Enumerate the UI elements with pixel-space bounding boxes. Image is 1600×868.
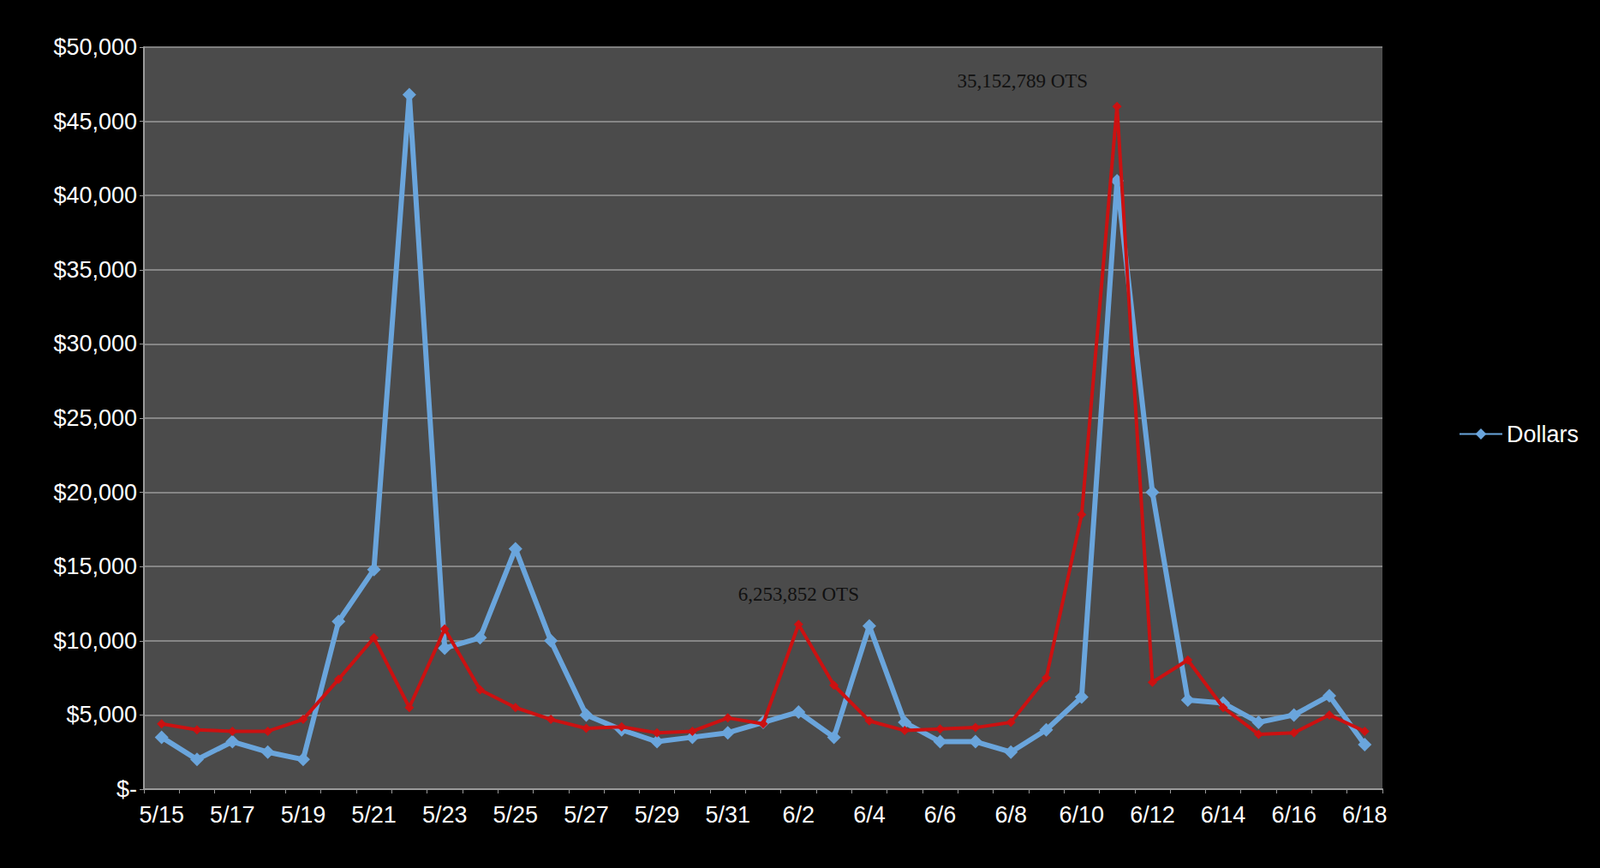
- svg-text:$40,000: $40,000: [53, 182, 138, 209]
- svg-text:Dollars: Dollars: [1506, 421, 1579, 448]
- svg-text:$15,000: $15,000: [53, 553, 138, 580]
- svg-text:5/25: 5/25: [493, 801, 539, 828]
- svg-text:5/23: 5/23: [422, 801, 468, 828]
- svg-text:$35,000: $35,000: [53, 256, 138, 283]
- svg-text:$20,000: $20,000: [53, 479, 138, 506]
- svg-text:6,253,852 OTS: 6,253,852 OTS: [738, 583, 860, 605]
- svg-text:35,152,789 OTS: 35,152,789 OTS: [956, 70, 1088, 92]
- svg-text:$-: $-: [116, 776, 138, 802]
- svg-text:5/19: 5/19: [280, 801, 327, 828]
- svg-text:6/4: 6/4: [853, 801, 886, 828]
- svg-text:5/27: 5/27: [563, 801, 609, 828]
- svg-text:5/31: 5/31: [704, 801, 751, 828]
- svg-text:6/12: 6/12: [1129, 801, 1176, 828]
- svg-text:$50,000: $50,000: [53, 34, 138, 60]
- svg-text:$25,000: $25,000: [53, 405, 138, 431]
- svg-text:6/16: 6/16: [1271, 801, 1317, 828]
- svg-text:5/29: 5/29: [634, 801, 681, 828]
- svg-text:6/8: 6/8: [994, 801, 1027, 828]
- svg-text:$30,000: $30,000: [53, 330, 138, 357]
- svg-text:$5,000: $5,000: [65, 701, 138, 728]
- svg-text:5/17: 5/17: [209, 801, 256, 828]
- svg-text:6/6: 6/6: [924, 801, 957, 828]
- svg-text:5/15: 5/15: [138, 801, 185, 828]
- svg-text:$45,000: $45,000: [53, 108, 138, 135]
- svg-text:6/2: 6/2: [782, 801, 816, 828]
- svg-text:6/18: 6/18: [1342, 801, 1388, 828]
- svg-text:6/10: 6/10: [1059, 801, 1105, 828]
- svg-text:5/21: 5/21: [351, 801, 397, 828]
- svg-text:$10,000: $10,000: [53, 627, 138, 654]
- svg-text:6/14: 6/14: [1200, 801, 1247, 828]
